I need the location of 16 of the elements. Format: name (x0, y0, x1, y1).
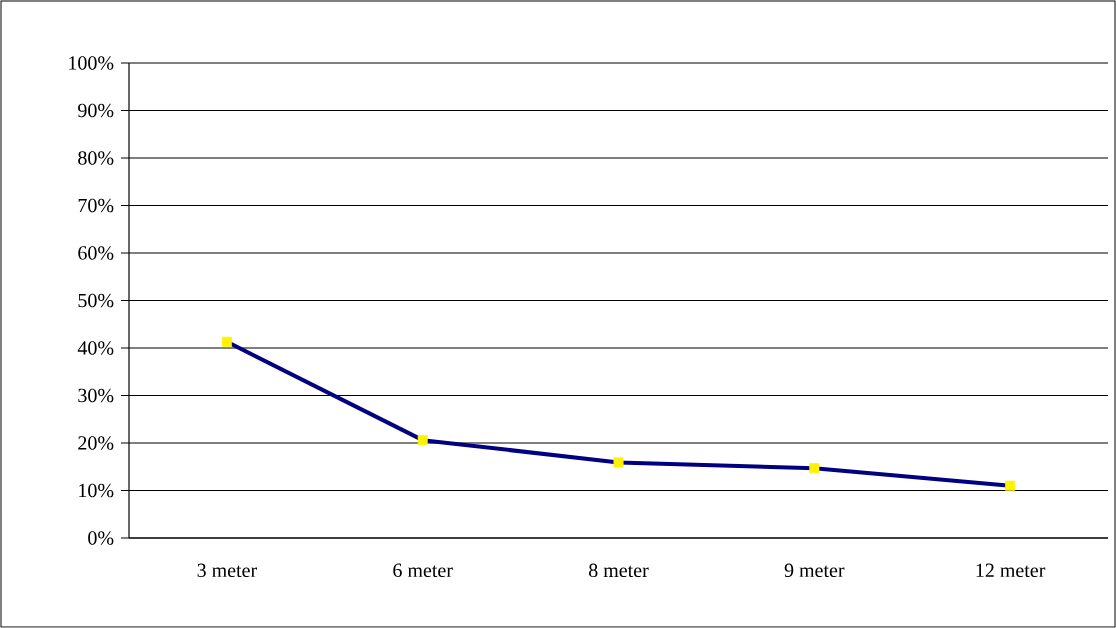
y-tick-label: 70% (78, 198, 114, 213)
x-tick-label: 3 meter (197, 563, 257, 578)
x-tick-label: 6 meter (393, 563, 453, 578)
x-tick-label: 12 meter (976, 563, 1046, 578)
y-tick-label: 60% (78, 246, 114, 260)
y-tick-label: 0% (88, 531, 114, 545)
x-tick-label: 8 meter (589, 563, 649, 578)
y-tick-label: 20% (78, 436, 114, 450)
y-tick-label: 80% (78, 151, 114, 165)
x-tick-label: 9 meter (784, 563, 845, 578)
y-tick-label: 30% (78, 388, 114, 403)
y-tick-label: 50% (78, 293, 114, 308)
y-tick-label: 90% (78, 103, 114, 118)
y-tick-label: 10% (79, 483, 114, 498)
y-tick-label: 40% (77, 341, 114, 355)
y-tick-label: 100% (69, 56, 114, 70)
